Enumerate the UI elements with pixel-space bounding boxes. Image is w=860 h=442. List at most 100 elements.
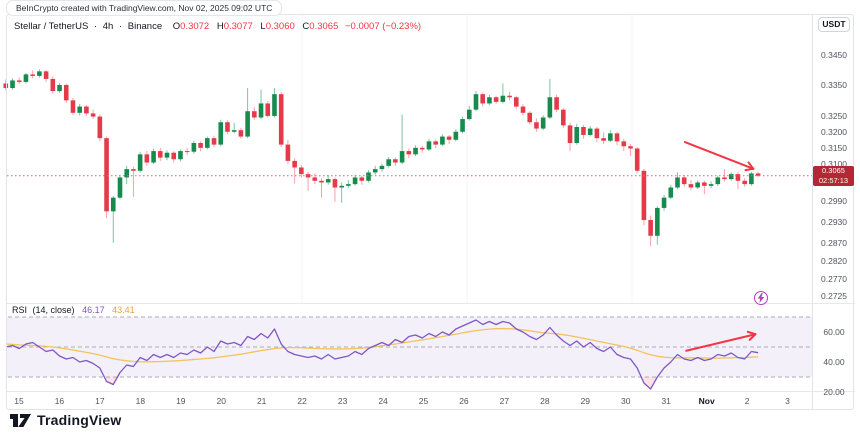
time-axis-label: 15 bbox=[14, 396, 24, 406]
candle-body bbox=[211, 138, 217, 145]
rsi-axis-label: 60.00 bbox=[823, 327, 845, 337]
price-axis-label: 0.3100 bbox=[821, 159, 847, 170]
candle-body bbox=[446, 136, 452, 140]
candle-body bbox=[218, 122, 224, 145]
trend-arrow bbox=[685, 333, 757, 352]
candle-body bbox=[554, 97, 559, 110]
candle-body bbox=[3, 83, 9, 89]
symbol-header[interactable]: Stellar / TetherUS · 4h · Binance O0.307… bbox=[14, 21, 421, 32]
candle-body bbox=[755, 173, 761, 176]
open-value: 0.3072 bbox=[180, 21, 210, 32]
candle-body bbox=[359, 177, 365, 181]
candle-body bbox=[681, 177, 687, 185]
trend-arrow-head bbox=[748, 333, 757, 341]
candle-body bbox=[43, 71, 49, 79]
interval-label[interactable]: 4h bbox=[102, 21, 114, 32]
candle-body bbox=[655, 207, 660, 236]
candle-body bbox=[661, 197, 667, 208]
time-axis-label: 3 bbox=[785, 396, 790, 406]
currency-button[interactable]: USDT bbox=[818, 17, 850, 32]
candle-body bbox=[16, 80, 22, 82]
time-axis-label: 20 bbox=[216, 396, 226, 406]
tradingview-wordmark: TradingView bbox=[37, 412, 122, 428]
time-axis-label: 19 bbox=[176, 396, 186, 406]
candle-body bbox=[668, 187, 674, 198]
time-axis-label: 23 bbox=[337, 396, 348, 406]
candle-body bbox=[319, 180, 324, 183]
candle-body bbox=[466, 109, 472, 120]
candle-body bbox=[520, 106, 526, 113]
separator-dot: · bbox=[93, 21, 98, 32]
high-key: H bbox=[216, 21, 224, 32]
candle-body bbox=[581, 126, 586, 135]
candle-body bbox=[205, 138, 210, 148]
candle-body bbox=[97, 116, 103, 139]
candle-body bbox=[453, 131, 459, 140]
candle-body bbox=[50, 78, 56, 92]
time-axis-label: 16 bbox=[54, 396, 65, 406]
candle-body bbox=[346, 184, 351, 186]
candle-body bbox=[386, 159, 391, 166]
price-axis-label: 0.2820 bbox=[821, 255, 847, 266]
time-axis-label: 28 bbox=[540, 396, 550, 406]
candle-body bbox=[695, 182, 700, 188]
candle-body bbox=[37, 71, 42, 76]
candle-body bbox=[433, 141, 438, 145]
candle-body bbox=[513, 97, 519, 107]
candle-body bbox=[278, 94, 284, 145]
rsi-axis-label: 40.00 bbox=[823, 357, 845, 367]
candle-body bbox=[366, 172, 371, 181]
close-key: C bbox=[302, 21, 310, 32]
candle-body bbox=[480, 94, 486, 104]
candle-body bbox=[285, 144, 291, 161]
rsi-title[interactable]: RSI bbox=[12, 305, 28, 315]
time-axis-label: 29 bbox=[580, 396, 591, 406]
candle-body bbox=[299, 167, 304, 175]
candle-body bbox=[178, 151, 183, 160]
candle-body bbox=[110, 197, 116, 212]
low-value: 0.3060 bbox=[265, 21, 295, 32]
candle-body bbox=[379, 165, 385, 170]
candle-body bbox=[198, 142, 203, 148]
candle-body bbox=[419, 147, 425, 150]
candle-body bbox=[77, 106, 82, 113]
candle-body bbox=[252, 111, 257, 118]
candle-body bbox=[426, 141, 432, 150]
rsi-ma-line bbox=[5, 327, 759, 363]
time-axis-label: 18 bbox=[135, 396, 146, 406]
candle-body bbox=[688, 184, 694, 188]
candle-body bbox=[540, 117, 546, 129]
time-axis-label: 17 bbox=[95, 396, 105, 406]
boost-button[interactable] bbox=[754, 291, 768, 305]
candle-body bbox=[151, 151, 156, 163]
price-axis-label: 0.3200 bbox=[821, 126, 847, 137]
pane-separator[interactable] bbox=[7, 303, 855, 304]
candle-body bbox=[621, 141, 627, 147]
candle-body bbox=[292, 160, 297, 168]
candle-body bbox=[332, 179, 338, 188]
candle-body bbox=[547, 97, 553, 118]
rsi-line bbox=[5, 319, 759, 390]
candle-body bbox=[628, 146, 633, 149]
candle-body bbox=[63, 84, 69, 101]
rsi-indicator-header[interactable]: RSI (14, close) 46.17 43.41 bbox=[12, 305, 135, 315]
candle-body bbox=[231, 130, 237, 132]
candle-body bbox=[225, 122, 230, 132]
exchange-label: Binance bbox=[127, 21, 163, 32]
price-axis-label: 0.3450 bbox=[821, 49, 847, 60]
candle-body bbox=[352, 177, 358, 185]
tradingview-logo[interactable]: TradingView bbox=[10, 412, 121, 428]
rsi-ma-value: 43.41 bbox=[112, 305, 135, 315]
symbol-name[interactable]: Stellar / TetherUS bbox=[14, 21, 89, 32]
candle-body bbox=[157, 151, 163, 158]
high-value: 0.3077 bbox=[223, 21, 253, 32]
price-axis-separator bbox=[812, 15, 813, 409]
time-axis-label: 31 bbox=[661, 396, 671, 406]
candle-body bbox=[440, 136, 445, 145]
tradingview-mark-icon bbox=[10, 413, 31, 427]
last-price-badge[interactable]: 0.3065 02:57:13 bbox=[813, 166, 854, 186]
time-axis-label: 27 bbox=[499, 396, 510, 406]
candle-body bbox=[184, 151, 190, 153]
